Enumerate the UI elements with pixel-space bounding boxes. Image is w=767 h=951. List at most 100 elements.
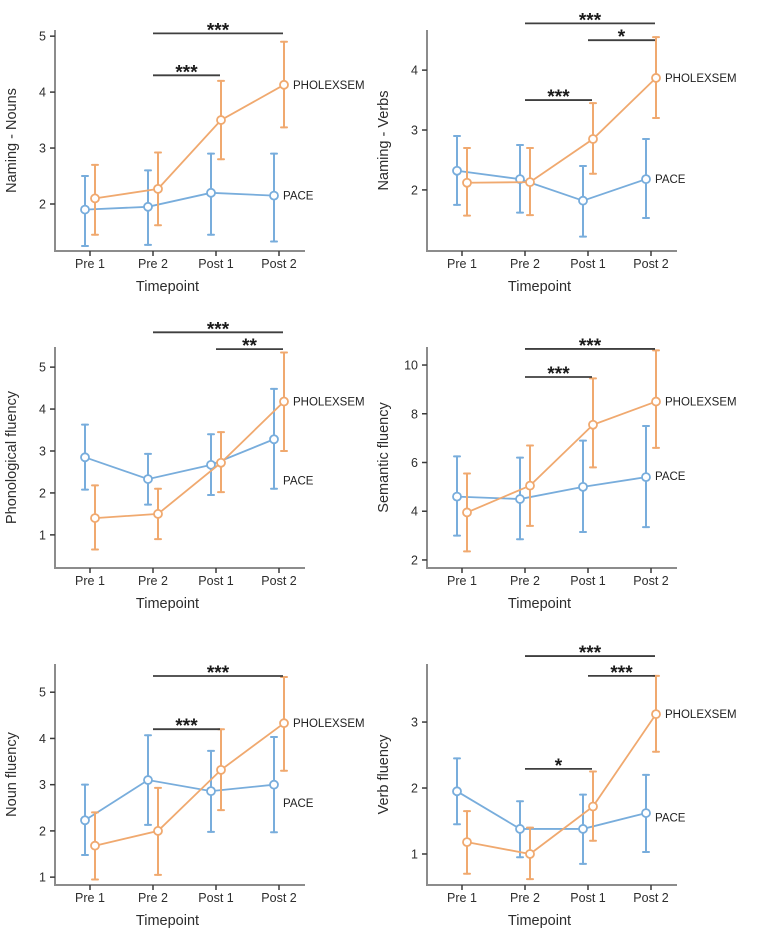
significance-bracket: ***: [153, 663, 283, 684]
data-point: [526, 482, 534, 490]
significance-bracket: ***: [153, 62, 220, 83]
data-point: [217, 459, 225, 467]
data-point: [516, 495, 524, 503]
data-point: [579, 197, 587, 205]
data-point: [516, 825, 524, 833]
x-tick-label: Post 1: [198, 257, 233, 271]
x-tick-label: Post 1: [570, 257, 605, 271]
data-point: [463, 179, 471, 187]
series-label: PHOLEXSEM: [665, 73, 737, 85]
data-point: [589, 802, 597, 810]
data-point: [91, 194, 99, 202]
significance-stars: ***: [547, 87, 570, 108]
x-tick-label: Pre 1: [447, 574, 477, 588]
data-point: [91, 842, 99, 850]
significance-stars: **: [242, 336, 257, 357]
series-pace: PACE: [453, 136, 686, 237]
y-tick-label: 3: [39, 778, 46, 792]
x-axis-title: Timepoint: [136, 596, 199, 612]
significance-stars: ***: [610, 663, 633, 684]
series-line: [95, 723, 284, 846]
y-tick-label: 2: [411, 782, 418, 796]
series-label: PACE: [655, 471, 686, 483]
x-axis-title: Timepoint: [507, 596, 570, 612]
y-tick-label: 2: [411, 183, 418, 197]
series-line: [95, 85, 284, 199]
series-label: PACE: [655, 813, 686, 825]
y-tick-label: 3: [411, 716, 418, 730]
series-line: [95, 402, 284, 519]
series-line: [85, 780, 274, 820]
series-line: [467, 714, 656, 854]
data-point: [579, 825, 587, 833]
y-tick-label: 10: [404, 359, 418, 373]
y-tick-label: 2: [39, 824, 46, 838]
y-tick-label: 6: [411, 456, 418, 470]
significance-bracket: ***: [153, 20, 283, 41]
significance-stars: ***: [578, 643, 601, 664]
y-tick-label: 5: [39, 686, 46, 700]
series-label: PACE: [283, 191, 314, 203]
y-tick-label: 4: [39, 403, 46, 417]
y-tick-label: 4: [411, 505, 418, 519]
data-point: [463, 508, 471, 516]
x-tick-label: Pre 2: [510, 574, 540, 588]
significance-bracket: ***: [588, 663, 655, 684]
x-tick-label: Pre 2: [138, 574, 168, 588]
series-pholexsem: PHOLEXSEM: [463, 676, 737, 879]
series-line: [85, 439, 274, 479]
data-point: [270, 192, 278, 200]
data-point: [652, 74, 660, 82]
x-tick-label: Post 2: [633, 574, 668, 588]
data-point: [154, 185, 162, 193]
significance-bracket: ***: [525, 10, 655, 31]
significance-stars: ***: [175, 62, 198, 83]
data-point: [207, 189, 215, 197]
x-tick-label: Pre 1: [447, 257, 477, 271]
y-tick-label: 3: [39, 445, 46, 459]
significance-stars: ***: [207, 663, 230, 684]
y-tick-label: 4: [39, 732, 46, 746]
data-point: [270, 435, 278, 443]
significance-stars: ***: [175, 716, 198, 737]
data-point: [144, 776, 152, 784]
series-pholexsem: PHOLEXSEM: [91, 42, 365, 235]
significance-stars: ***: [578, 10, 601, 31]
x-tick-label: Pre 2: [510, 891, 540, 905]
x-tick-label: Pre 1: [447, 891, 477, 905]
y-tick-label: 5: [39, 361, 46, 375]
x-tick-label: Pre 2: [138, 257, 168, 271]
y-tick-label: 2: [411, 553, 418, 567]
y-tick-label: 3: [411, 124, 418, 138]
data-point: [280, 719, 288, 727]
series-pholexsem: PHOLEXSEM: [91, 352, 365, 549]
data-point: [217, 766, 225, 774]
series-label: PACE: [655, 174, 686, 186]
series-pholexsem: PHOLEXSEM: [91, 677, 365, 880]
significance-bracket: ***: [525, 643, 655, 664]
data-point: [652, 710, 660, 718]
x-tick-label: Pre 1: [75, 891, 105, 905]
series-pace: PACE: [453, 426, 686, 539]
y-tick-label: 1: [39, 528, 46, 542]
x-tick-label: Post 1: [570, 891, 605, 905]
x-tick-label: Post 2: [261, 257, 296, 271]
data-point: [642, 473, 650, 481]
data-point: [589, 421, 597, 429]
series-pholexsem: PHOLEXSEM: [463, 37, 737, 215]
data-point: [81, 206, 89, 214]
data-point: [207, 787, 215, 795]
data-point: [144, 203, 152, 211]
significance-bracket: ***: [525, 364, 592, 385]
y-tick-label: 2: [39, 198, 46, 212]
data-point: [154, 510, 162, 518]
x-tick-label: Pre 1: [75, 257, 105, 271]
